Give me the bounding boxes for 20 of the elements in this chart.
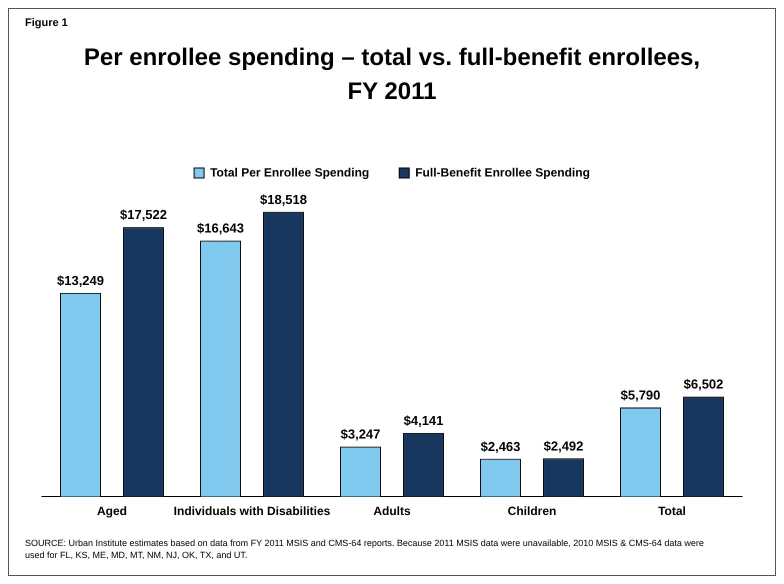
caption: Figure 1 xyxy=(25,17,68,29)
data-label: $13,249 xyxy=(57,272,104,288)
legend-label: Full-Benefit Enrollee Spending xyxy=(415,165,590,180)
data-label: $2,463 xyxy=(480,438,520,454)
legend-label: Total Per Enrollee Spending xyxy=(210,165,370,180)
x-tick-label: Total xyxy=(658,504,686,518)
data-label: $3,247 xyxy=(340,426,380,442)
x-tick-label: Children xyxy=(508,504,556,518)
data-label: $4,141 xyxy=(404,412,444,428)
data-label: $18,518 xyxy=(260,192,307,207)
chart-title: Per enrollee spending – total vs. full-benefit enrollees, FY 2011 xyxy=(82,43,702,107)
data-label: $2,492 xyxy=(544,438,584,454)
x-tick-label: Aged xyxy=(97,504,127,518)
data-label: $5,790 xyxy=(620,388,660,403)
x-tick-label: Individuals with Disabilities xyxy=(174,504,331,518)
data-label: $17,522 xyxy=(120,207,167,222)
data-label: $16,643 xyxy=(197,220,244,236)
source-note: SOURCE: Urban Institute estimates based on data from FY 2011 MSIS and CMS-64 reports. Because 2011 MSIS data were unavailable, 2010 MSIS & CMS-64 data were used for FL, KS, ME, MD, MT, NM, NJ, OK, TX, and UT. xyxy=(25,537,705,561)
data-label: $6,502 xyxy=(684,376,724,392)
x-tick-label: Adults xyxy=(373,504,411,518)
